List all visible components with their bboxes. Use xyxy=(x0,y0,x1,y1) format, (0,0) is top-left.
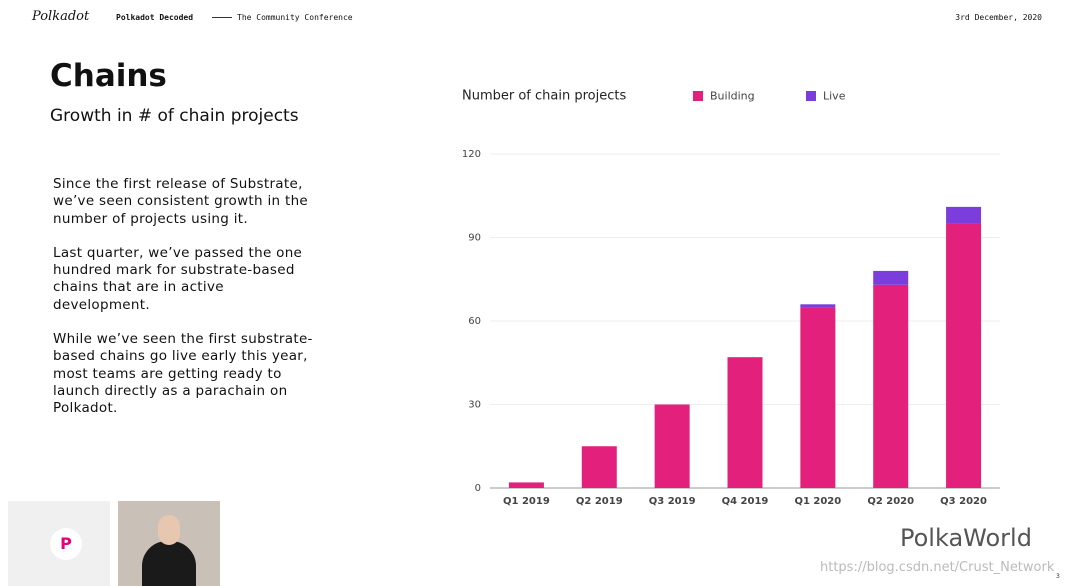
event-subtitle: The Community Conference xyxy=(237,13,353,22)
y-tick-label: 120 xyxy=(462,149,481,160)
y-tick-label: 0 xyxy=(475,483,481,494)
text-line: most teams are getting ready to xyxy=(53,365,282,382)
bar-segment xyxy=(946,206,982,224)
chart-title: Number of chain projects xyxy=(462,89,626,104)
page-number: 3 xyxy=(1056,573,1060,580)
legend-swatch xyxy=(806,91,816,101)
x-tick-label: Q1 2019 xyxy=(503,496,550,507)
logo-icon: P xyxy=(50,528,82,560)
video-thumb: P xyxy=(8,501,110,586)
speaker-video xyxy=(118,501,220,586)
y-tick-label: 30 xyxy=(468,400,481,411)
y-tick-label: 60 xyxy=(468,316,481,327)
bar-segment xyxy=(581,446,617,488)
event-name: Polkadot Decoded xyxy=(116,13,194,22)
speaker xyxy=(142,541,196,586)
text-line: number of projects using it. xyxy=(53,210,248,227)
x-tick-label: Q2 2020 xyxy=(867,496,914,507)
bar-segment xyxy=(873,284,909,488)
bar-segment xyxy=(873,270,909,285)
bar-segment xyxy=(800,304,836,308)
x-tick-label: Q3 2020 xyxy=(940,496,987,507)
text-line: chains that are in active xyxy=(53,279,224,296)
text-line: we’ve seen consistent growth in the xyxy=(53,193,309,210)
slide-title: Chains xyxy=(50,58,167,94)
x-tick-label: Q3 2019 xyxy=(649,496,696,507)
divider xyxy=(212,17,232,18)
date: 3rd December, 2020 xyxy=(955,13,1042,22)
text-line: launch directly as a parachain on xyxy=(53,382,288,399)
bar-segment xyxy=(800,307,836,488)
slide-subtitle: Growth in # of chain projects xyxy=(50,106,299,126)
paragraph: Since the first release of Substrate, we’… xyxy=(53,176,313,228)
bar-segment xyxy=(508,482,544,488)
text-line: Last quarter, we’ve passed the one xyxy=(53,244,303,261)
body-text: Since the first release of Substrate, we’… xyxy=(53,176,313,435)
watermark-url: https://blog.csdn.net/Crust_Network xyxy=(820,560,1055,575)
text-line: hundred mark for substrate-based xyxy=(53,262,295,279)
text-line: While we’ve seen the first substrate- xyxy=(53,331,313,348)
watermark-brand: PolkaWorld xyxy=(900,524,1032,552)
text-line: Polkadot. xyxy=(53,400,118,417)
logo: Polkadot xyxy=(32,9,90,24)
paragraph: While we’ve seen the first substrate-bas… xyxy=(53,331,313,417)
x-tick-label: Q1 2020 xyxy=(794,496,841,507)
bar-segment xyxy=(946,223,982,489)
legend-label: Building xyxy=(710,90,755,103)
text-line: development. xyxy=(53,296,150,313)
text-line: Since the first release of Substrate, xyxy=(53,176,303,192)
legend-label: Live xyxy=(823,90,846,103)
x-tick-label: Q2 2019 xyxy=(576,496,623,507)
bar-segment xyxy=(654,404,690,488)
bar-segment xyxy=(727,357,763,488)
text-line: based chains go live early this year, xyxy=(53,348,308,365)
paragraph: Last quarter, we’ve passed the one hundre… xyxy=(53,245,313,314)
y-tick-label: 90 xyxy=(468,233,481,244)
legend-swatch xyxy=(693,91,703,101)
x-tick-label: Q4 2019 xyxy=(722,496,769,507)
speaker-face xyxy=(158,515,180,545)
